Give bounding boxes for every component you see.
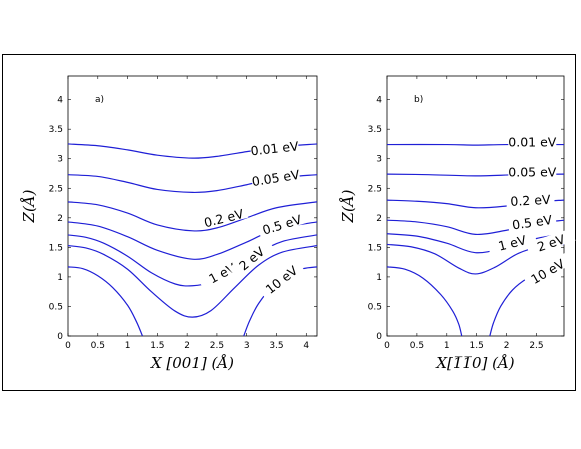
x-tick-label: 0.5 (91, 341, 105, 351)
figure-frame (2, 54, 576, 391)
panel-b: 0 0.5 1 1.5 2 2.5 0 0.5 1 1.5 2 2.5 3 3.5 4 X[1̅1̅0] (Å… (339, 75, 576, 372)
y-axis-label: Z(Å) (339, 189, 357, 223)
contour-label: 0.5 eV (511, 212, 553, 232)
y-tick-label: 1 (57, 273, 63, 283)
y-tick-label: 2.5 (49, 184, 63, 194)
contour-label: 0.01 eV (508, 134, 556, 149)
x-axis-label: X [001] (Å) (150, 354, 234, 372)
contour-label: 10 eV (528, 256, 567, 287)
x-tick-label: 1 (444, 341, 450, 351)
contour-label: 0.2 eV (202, 206, 245, 230)
contour-line-10-ev (387, 266, 463, 336)
contour-line-1-ev (387, 233, 564, 254)
x-tick-label: 1.5 (150, 341, 164, 351)
x-tick-label: 0 (384, 341, 390, 351)
y-tick-label: 3 (57, 155, 63, 165)
plot-area (386, 75, 565, 337)
contour-label: 0.05 eV (508, 165, 556, 180)
y-tick-label: 0 (376, 332, 382, 342)
x-tick-label: 3 (244, 341, 250, 351)
contour-label: 0.05 eV (251, 167, 301, 189)
x-tick-label: 1 (125, 341, 131, 351)
panel-label: b) (414, 95, 423, 105)
y-tick-label: 4 (376, 96, 382, 106)
y-tick-label: 3 (376, 155, 382, 165)
x-tick-label: 3.5 (269, 341, 283, 351)
contour-label: 0.01 eV (250, 138, 300, 158)
x-axis-label: X[1̅1̅0] (Å) (435, 354, 514, 372)
panel-a: 0 0.5 1 1.5 2 2.5 3 3.5 4 0 0.5 1 1.5 2 2.5 3 3.5 4 X [001… (20, 75, 318, 372)
y-tick-label: 1.5 (49, 243, 63, 253)
x-tick-label: 1.5 (470, 341, 484, 351)
contour-line-2-ev (68, 244, 317, 318)
panel-label: a) (95, 95, 104, 105)
y-tick-label: 0 (57, 332, 63, 342)
plot-area (67, 75, 318, 337)
contour-line-0-2-ev (68, 201, 317, 232)
y-tick-label: 2.5 (368, 184, 382, 194)
y-tick-label: 3.5 (368, 125, 382, 135)
contour-label: 2 eV (535, 231, 567, 254)
y-tick-label: 1.5 (368, 243, 382, 253)
y-axis-label: Z(Å) (20, 189, 38, 223)
x-tick-label: 2 (184, 341, 190, 351)
y-tick-label: 0.5 (49, 302, 63, 312)
contour-label: 0.5 eV (261, 211, 304, 237)
y-tick-label: 4 (57, 96, 63, 106)
x-tick-label: 0 (65, 341, 71, 351)
contour-label: 0.2 eV (510, 192, 551, 209)
x-tick-label: 2.5 (529, 341, 543, 351)
contour-line-10-ev (68, 266, 144, 336)
y-tick-label: 3.5 (49, 125, 63, 135)
y-tick-label: 1 (376, 273, 382, 283)
y-tick-label: 0.5 (368, 302, 382, 312)
x-tick-label: 0.5 (410, 341, 424, 351)
x-tick-label: 2.5 (210, 341, 224, 351)
y-tick-label: 2 (57, 214, 63, 224)
contour-label: 1 eV (497, 232, 528, 253)
x-tick-label: 2 (504, 341, 510, 351)
y-tick-label: 2 (376, 214, 382, 224)
x-tick-label: 4 (303, 341, 309, 351)
